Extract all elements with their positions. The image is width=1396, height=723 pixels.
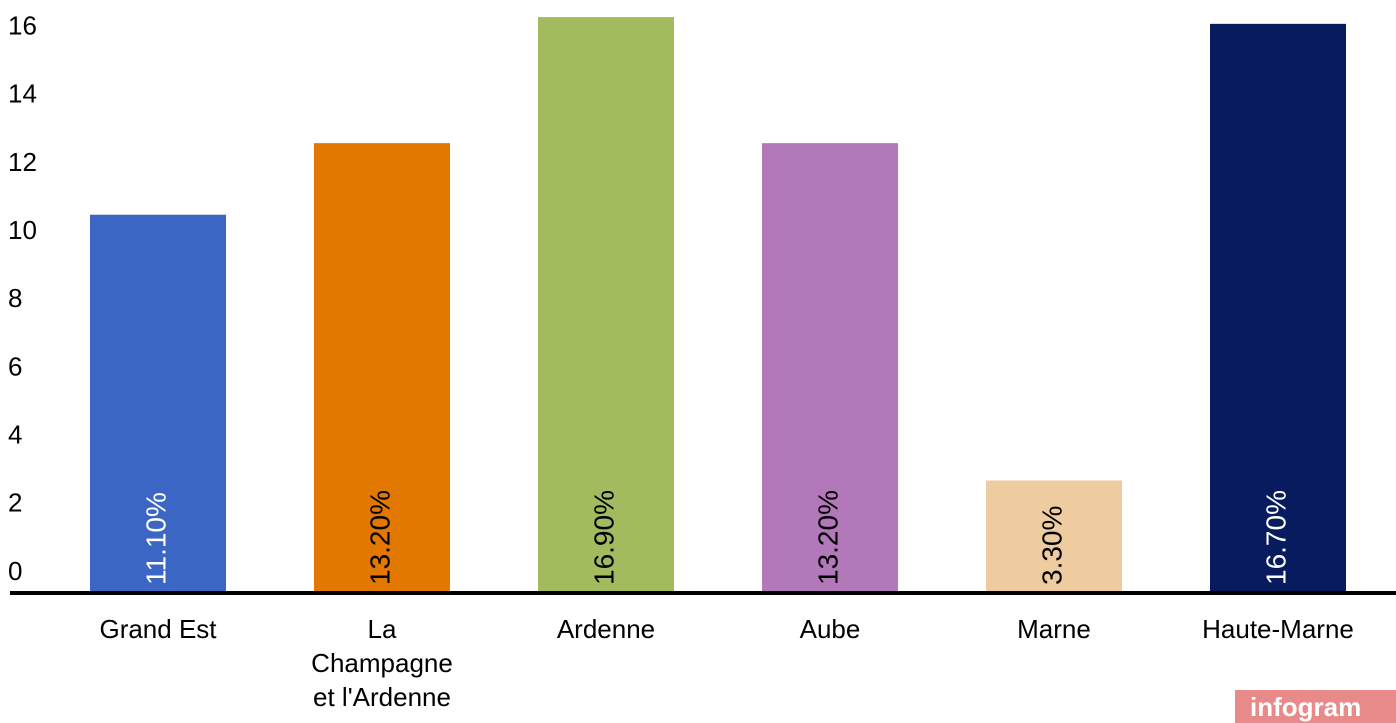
value-label: 3.30% bbox=[1036, 506, 1067, 585]
watermark-badge bbox=[1235, 690, 1396, 723]
value-label: 16.70% bbox=[1260, 490, 1291, 585]
bar bbox=[1210, 23, 1346, 593]
bar bbox=[762, 143, 898, 593]
y-tick-label: 12 bbox=[8, 147, 37, 177]
y-tick-label: 4 bbox=[8, 420, 22, 450]
bar bbox=[986, 480, 1122, 593]
bar bbox=[314, 143, 450, 593]
value-label: 13.20% bbox=[364, 490, 395, 585]
y-tick-label: 8 bbox=[8, 283, 22, 313]
value-label: 13.20% bbox=[812, 490, 843, 585]
value-label: 11.10% bbox=[140, 492, 171, 585]
y-tick-label: 0 bbox=[8, 556, 22, 586]
y-tick-label: 6 bbox=[8, 351, 22, 381]
bar bbox=[538, 17, 674, 594]
y-tick-label: 14 bbox=[8, 79, 37, 109]
bar bbox=[90, 214, 226, 593]
y-tick-label: 10 bbox=[8, 215, 37, 245]
x-tick-label: Aube bbox=[800, 614, 861, 644]
x-tick-label: Marne bbox=[1017, 614, 1091, 644]
y-tick-label: 2 bbox=[8, 488, 22, 518]
y-tick-label: 16 bbox=[8, 11, 37, 41]
x-tick-label: Grand Est bbox=[99, 614, 217, 644]
x-tick-label: Haute-Marne bbox=[1202, 614, 1354, 644]
watermark: infogram bbox=[1250, 692, 1361, 722]
x-tick-label: La Champagne et l'Ardenne bbox=[311, 614, 453, 712]
value-label: 16.90% bbox=[588, 490, 619, 585]
x-tick-label: Ardenne bbox=[557, 614, 655, 644]
